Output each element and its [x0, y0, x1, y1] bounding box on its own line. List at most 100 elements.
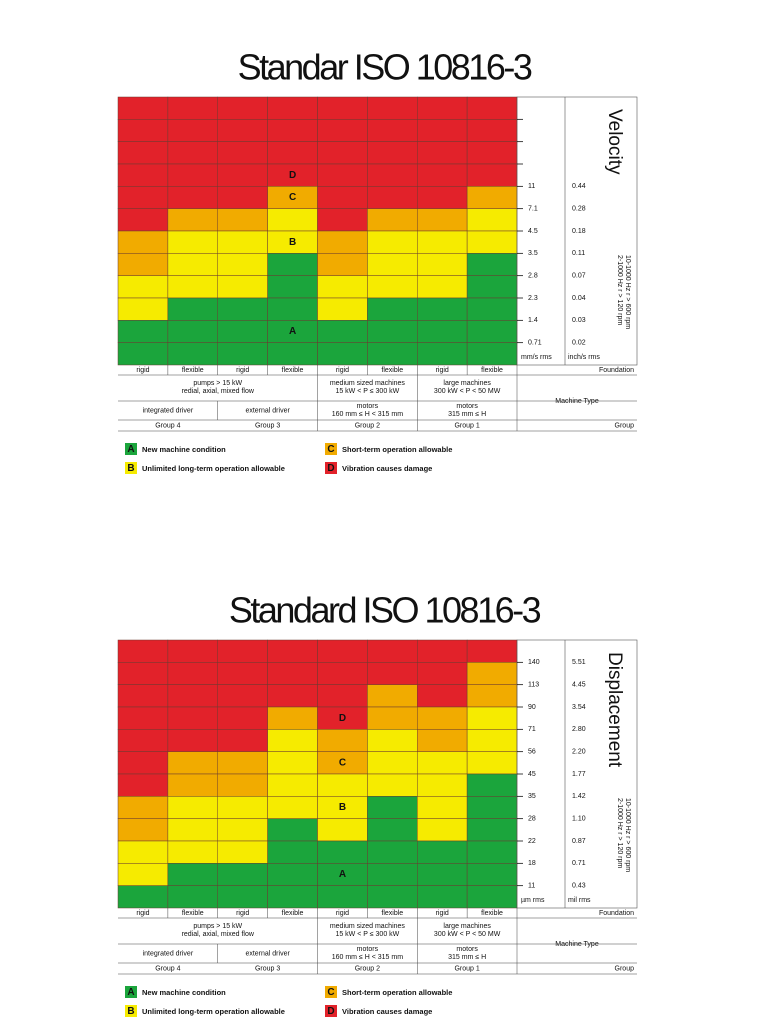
legend-zone: A	[127, 444, 134, 455]
zone-cell	[267, 119, 318, 142]
zone-cell	[317, 96, 368, 120]
zone-cell	[217, 186, 268, 209]
scale-secondary: 2.20	[572, 749, 586, 756]
zone-cell	[117, 96, 169, 120]
legend-text: Short-term operation allowable	[342, 988, 452, 997]
zone-cell	[367, 684, 418, 708]
zone-cell	[217, 729, 268, 752]
zone-cell	[267, 818, 318, 842]
zone-cell	[167, 818, 218, 842]
zone-cell	[317, 119, 368, 142]
legend-text: Unlimited long-term operation allowable	[142, 464, 285, 473]
zone-cell	[267, 662, 318, 685]
driver: integrated driver	[143, 950, 194, 957]
zone-cell	[317, 342, 368, 366]
zone-cell	[317, 275, 368, 299]
zone-cell	[217, 163, 268, 187]
scale-primary: 0.71	[528, 340, 542, 347]
group: Group 3	[255, 422, 280, 429]
zone-cell	[417, 729, 468, 752]
zone-cell	[317, 662, 368, 685]
legend-text: New machine condition	[142, 445, 226, 454]
zone-cell	[367, 751, 418, 775]
zone-cell	[267, 96, 318, 120]
legend-swatch	[125, 443, 137, 455]
scale-primary: 56	[528, 749, 536, 756]
legend-swatch	[125, 1005, 137, 1017]
zone-cell	[417, 796, 468, 819]
machine-type: redial, axial, mixed flow	[182, 931, 255, 938]
machine-type-header: Machine Type	[555, 941, 599, 948]
zone-cell	[367, 706, 418, 730]
zone-cell	[167, 230, 218, 254]
zone-cell	[217, 141, 268, 165]
zone-cell	[367, 639, 418, 663]
driver: external driver	[245, 950, 290, 957]
zone-cell	[367, 230, 418, 254]
scale-primary: 18	[528, 860, 536, 867]
zone-cell	[367, 141, 418, 165]
zone-cell	[466, 320, 518, 343]
legend-text: Vibration causes damage	[342, 464, 432, 473]
foundation: flexible	[182, 910, 204, 917]
legend-zone: C	[327, 444, 334, 455]
driver: motors	[357, 946, 379, 953]
machine-type: 300 kW < P < 50 MW	[434, 388, 501, 395]
machine-type: 15 kW < P ≤ 300 kW	[335, 931, 399, 938]
scale-primary: 45	[528, 771, 536, 778]
zone-cell	[117, 253, 169, 276]
scale-secondary: 0.02	[572, 340, 586, 347]
zone-cell	[417, 320, 468, 343]
zone-cell	[167, 141, 218, 165]
scale-primary: 1.4	[528, 317, 538, 324]
zone-mark: C	[339, 757, 346, 768]
zone-cell	[466, 706, 518, 730]
zone-cell	[117, 230, 169, 254]
zone-cell	[466, 230, 518, 254]
legend-text: Short-term operation allowable	[342, 445, 452, 454]
zone-cell	[217, 119, 268, 142]
driver: motors	[456, 403, 478, 410]
zone-cell	[466, 297, 518, 321]
driver: 315 mm ≤ H	[448, 411, 486, 418]
driver: motors	[357, 403, 379, 410]
zone-cell	[117, 885, 169, 909]
zone-cell	[217, 230, 268, 254]
foundation: flexible	[282, 367, 304, 374]
zone-cell	[466, 96, 518, 120]
scale-primary: 4.5	[528, 228, 538, 235]
group: Group 1	[454, 422, 479, 429]
zone-cell	[167, 662, 218, 685]
legend-swatch	[325, 986, 337, 998]
zone-cell	[117, 208, 169, 232]
zone-cell	[367, 729, 418, 752]
zone-cell	[167, 342, 218, 366]
zone-cell	[267, 706, 318, 730]
zone-cell	[117, 773, 169, 797]
zone-mark: A	[289, 326, 296, 337]
foundation: rigid	[336, 367, 349, 374]
zone-cell	[217, 885, 268, 909]
zone-cell	[167, 751, 218, 775]
zone-cell	[417, 662, 468, 685]
frequency-note: 10-1000 Hz r > 600 rpm	[624, 798, 631, 872]
zone-cell	[217, 751, 268, 775]
quantity: Velocity	[604, 109, 625, 175]
zone-cell	[317, 320, 368, 343]
zone-cell	[417, 639, 468, 663]
zone-cell	[267, 639, 318, 663]
zone-cell	[367, 840, 418, 864]
machine-type: pumps > 15 kW	[193, 923, 242, 930]
scale-primary: 28	[528, 816, 536, 823]
zone-cell	[367, 342, 418, 366]
zone-cell	[417, 885, 468, 909]
scale-secondary: 1.10	[572, 816, 586, 823]
zone-cell	[367, 208, 418, 232]
zone-cell	[117, 297, 169, 321]
legend-swatch	[125, 462, 137, 474]
group: Group 4	[155, 965, 180, 972]
scale-primary: 113	[528, 682, 539, 689]
zone-cell	[417, 163, 468, 187]
foundation: flexible	[481, 910, 503, 917]
scale-secondary: 0.04	[572, 295, 586, 302]
